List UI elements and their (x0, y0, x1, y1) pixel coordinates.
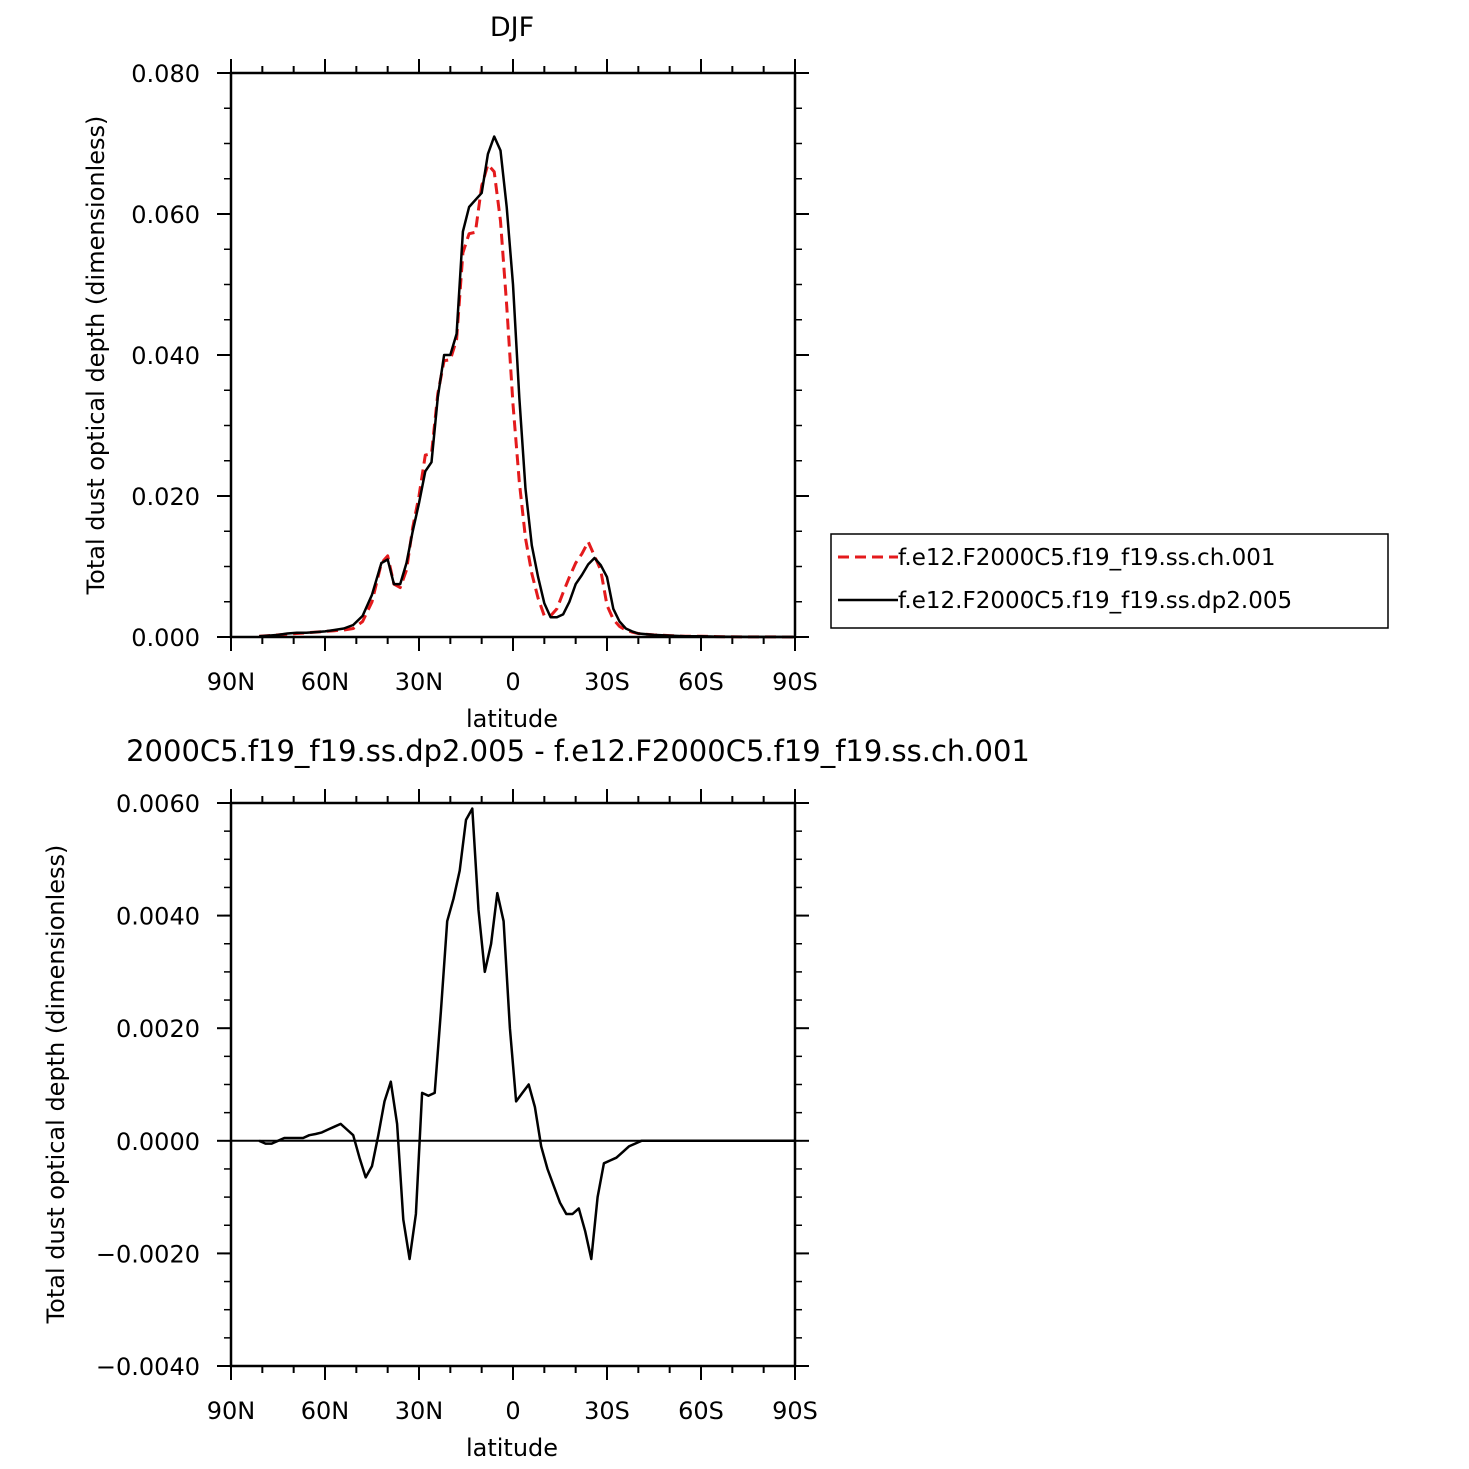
x-tick-label: 60S (678, 1397, 724, 1425)
y-tick-label: 0.0020 (116, 1015, 200, 1043)
bottom-x-tick-labels: 90N 60N 30N 0 30S 60S 90S (207, 1397, 818, 1425)
top-y-axis-label: Total dust optical depth (dimensionless) (82, 116, 110, 596)
bottom-y-tick-labels: −0.0040 −0.0020 0.0000 0.0020 0.0040 0.0060 (96, 790, 200, 1381)
top-y-tick-labels: 0.000 0.020 0.040 0.060 0.080 (131, 60, 200, 652)
bottom-series (258, 807, 795, 1261)
bottom-y-axis-label: Total dust optical depth (dimensionless) (42, 845, 70, 1325)
legend: f.e12.F2000C5.f19_f19.ss.ch.001 f.e12.F2… (830, 533, 1389, 629)
x-tick-label: 60N (301, 668, 350, 696)
top-panel: DJF 0.000 0.020 0.040 0.060 0.080 90N 60N 30N 0… (82, 12, 818, 733)
top-ticks (217, 59, 809, 651)
bottom-panel: 2000C5.f19_f19.ss.dp2.005 - f.e12.F2000C… (42, 734, 1030, 1462)
x-tick-label: 0 (505, 1397, 520, 1425)
series-line-1 (259, 135, 796, 639)
y-tick-label: −0.0040 (96, 1353, 200, 1381)
x-tick-label: 90N (207, 668, 256, 696)
bottom-x-axis-label: latitude (466, 1434, 558, 1462)
y-tick-label: −0.0020 (96, 1240, 200, 1268)
y-tick-label: 0.0060 (116, 790, 200, 818)
x-tick-label: 90N (207, 1397, 256, 1425)
x-tick-label: 30S (584, 668, 630, 696)
bottom-plot-frame (229, 801, 797, 1368)
x-tick-label: 90S (772, 668, 818, 696)
top-x-axis-label: latitude (466, 705, 558, 733)
x-tick-label: 60S (678, 668, 724, 696)
bottom-chart-title: 2000C5.f19_f19.ss.dp2.005 - f.e12.F2000C… (126, 734, 1030, 768)
y-tick-label: 0.0040 (116, 903, 200, 931)
y-tick-label: 0.0000 (116, 1128, 200, 1156)
legend-label-ch001: f.e12.F2000C5.f19_f19.ss.ch.001 (898, 545, 1275, 571)
x-tick-label: 0 (505, 668, 520, 696)
y-tick-label: 0.000 (131, 624, 200, 652)
legend-box (830, 533, 1389, 629)
x-tick-label: 90S (772, 1397, 818, 1425)
legend-label-dp2005: f.e12.F2000C5.f19_f19.ss.dp2.005 (898, 588, 1292, 614)
y-tick-label: 0.040 (131, 342, 200, 370)
series-line-0 (258, 807, 795, 1261)
x-tick-label: 30N (395, 1397, 444, 1425)
x-tick-label: 30S (584, 1397, 630, 1425)
y-tick-label: 0.080 (131, 60, 200, 88)
top-chart-title: DJF (490, 12, 534, 43)
x-tick-label: 60N (301, 1397, 350, 1425)
y-tick-label: 0.020 (131, 483, 200, 511)
x-tick-label: 30N (395, 668, 444, 696)
bottom-ticks (217, 789, 809, 1380)
top-plot-frame (229, 71, 797, 639)
y-tick-label: 0.060 (131, 201, 200, 229)
top-x-tick-labels: 90N 60N 30N 0 30S 60S 90S (207, 668, 818, 696)
series-line-0 (259, 163, 796, 639)
top-series (259, 135, 796, 639)
